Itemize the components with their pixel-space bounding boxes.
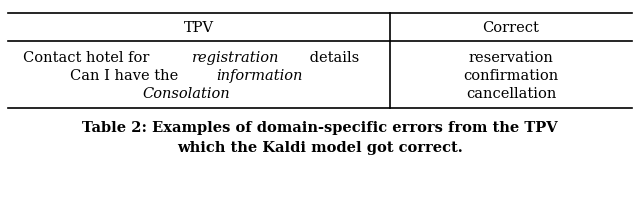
Text: cancellation: cancellation — [466, 87, 556, 101]
Text: registration: registration — [192, 51, 280, 65]
Text: Consolation: Consolation — [143, 87, 230, 101]
Text: Table 2: Examples of domain-specific errors from the TPV: Table 2: Examples of domain-specific err… — [82, 121, 558, 135]
Text: information: information — [216, 69, 303, 83]
Text: Contact hotel for: Contact hotel for — [23, 51, 154, 65]
Text: Can I have the: Can I have the — [70, 69, 183, 83]
Text: reservation: reservation — [468, 51, 554, 65]
Text: confirmation: confirmation — [463, 69, 559, 83]
Text: which the Kaldi model got correct.: which the Kaldi model got correct. — [177, 141, 463, 155]
Text: TPV: TPV — [184, 21, 214, 35]
Text: details: details — [305, 51, 359, 65]
Text: Correct: Correct — [483, 21, 540, 35]
